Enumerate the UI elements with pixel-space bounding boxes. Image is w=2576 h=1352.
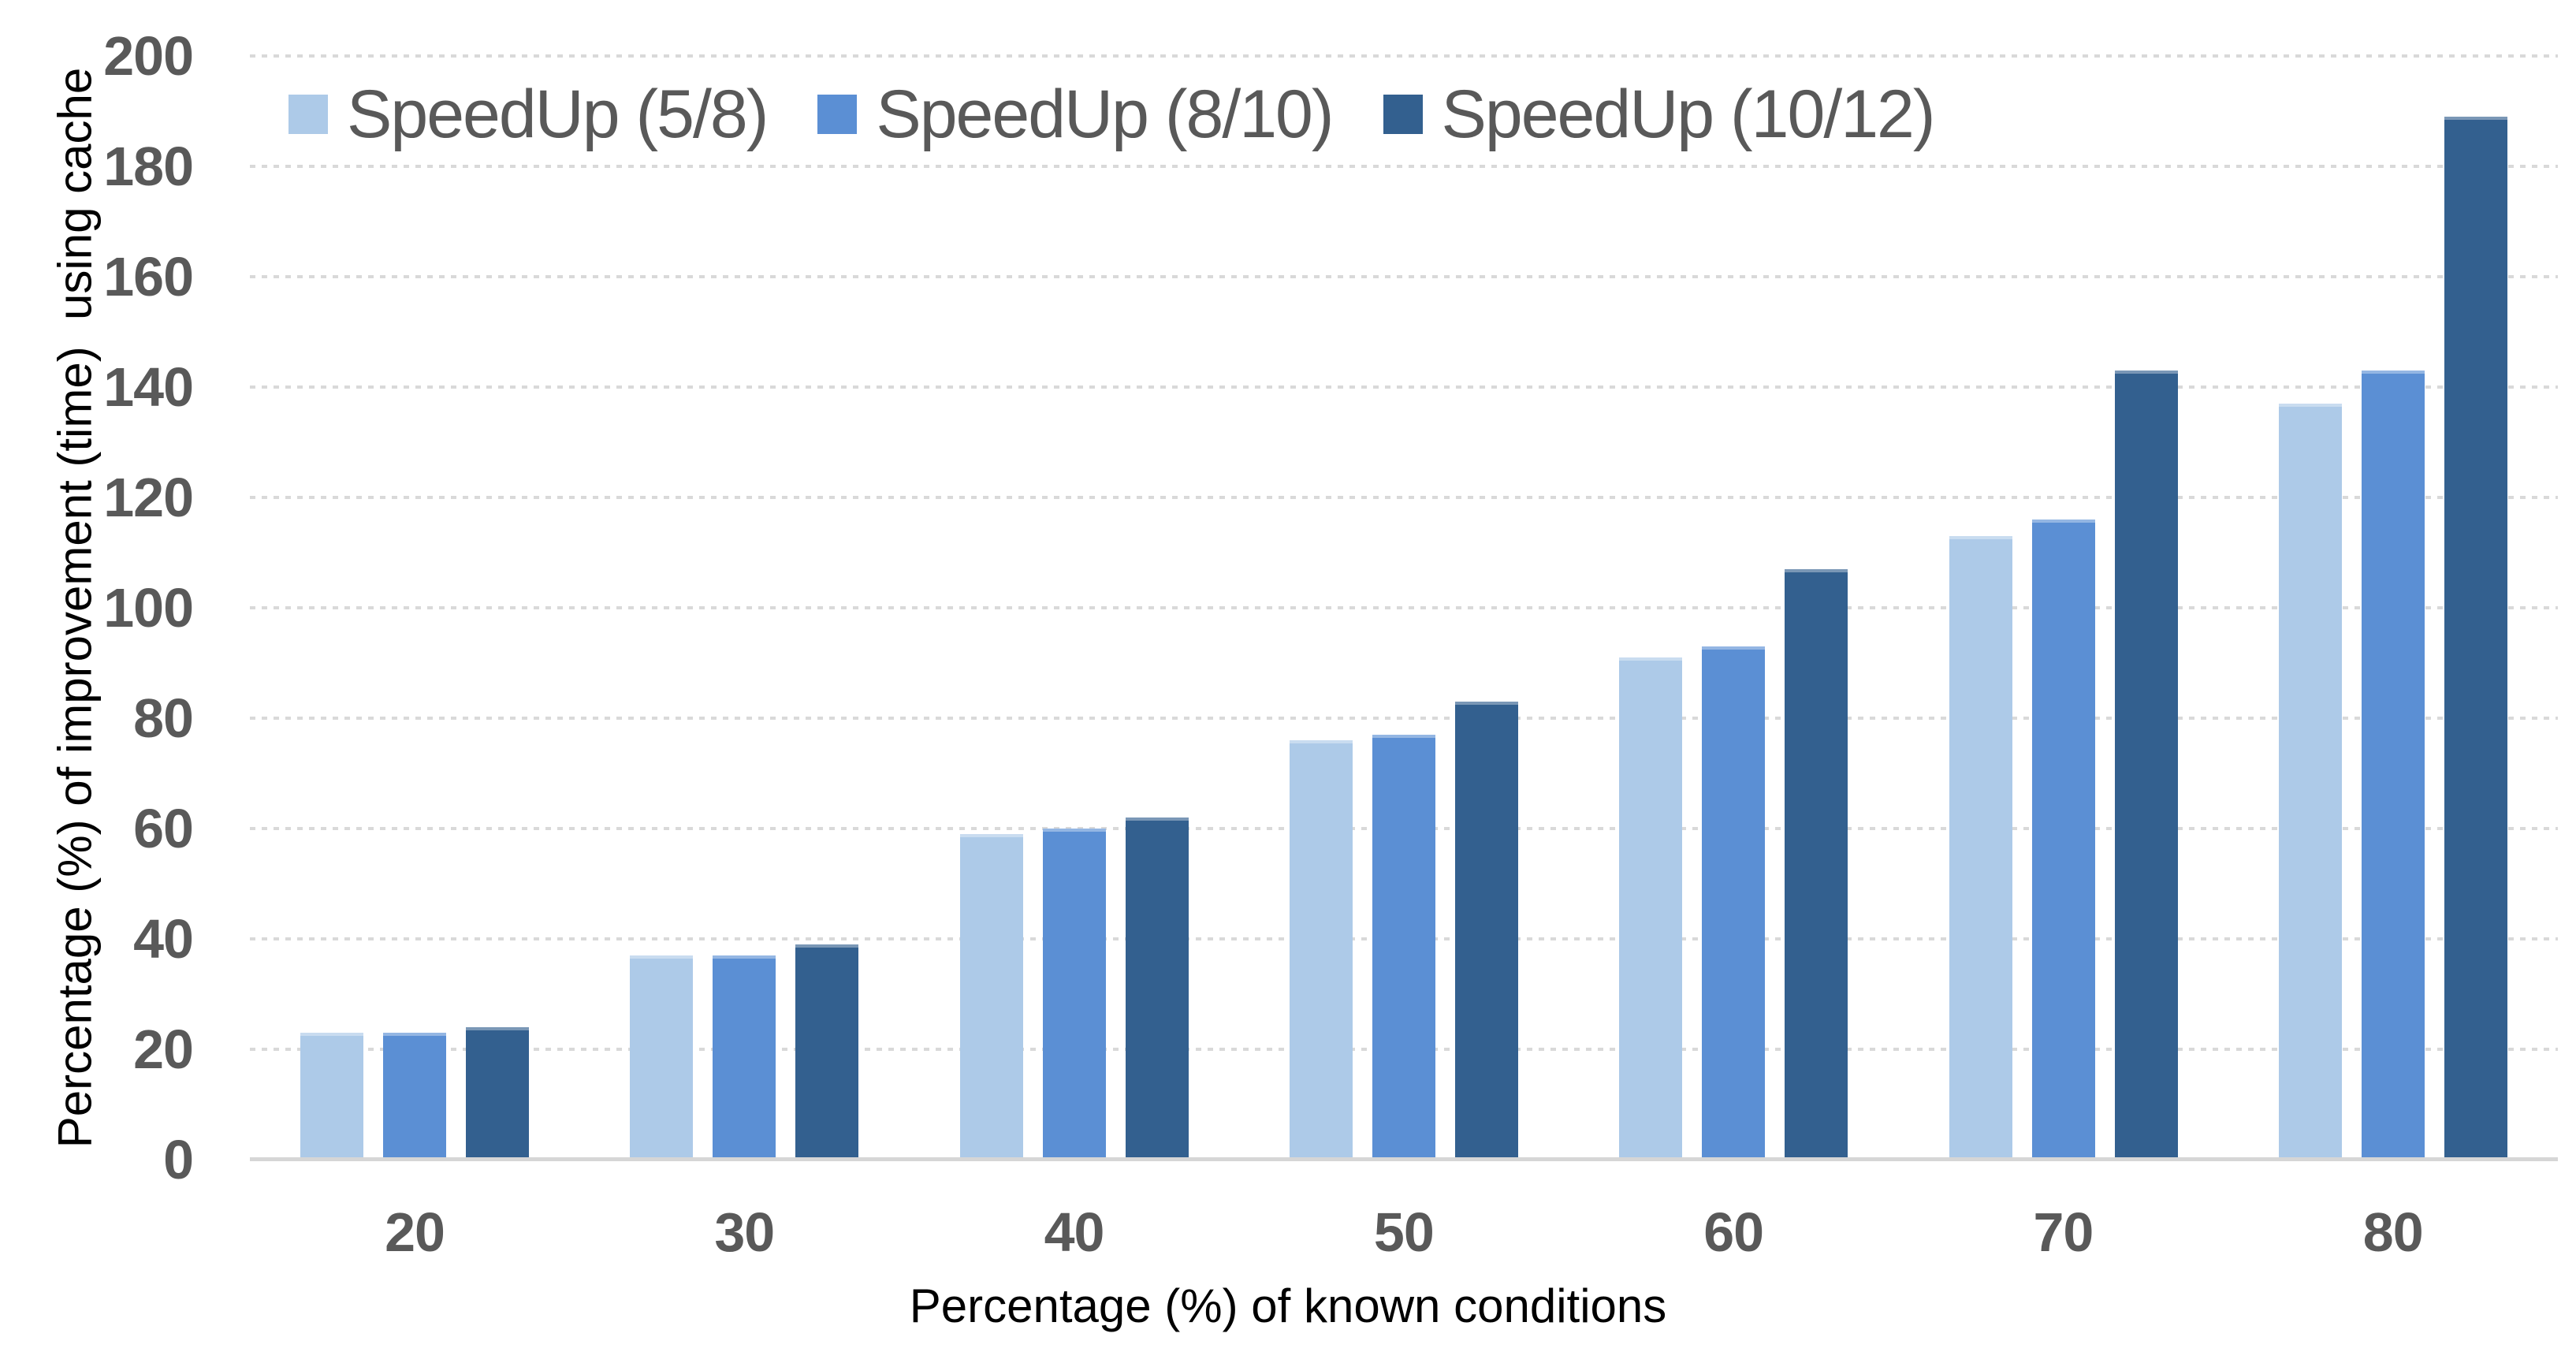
y-tick-label: 200 (103, 25, 194, 87)
y-tick-label: 0 (163, 1129, 194, 1190)
x-tick-label: 40 (1044, 1201, 1105, 1263)
bar-series1-cat60 (1619, 657, 1683, 1160)
bar-series1-cat30 (630, 955, 694, 1160)
legend-item-series3: SpeedUp (10/12) (1383, 76, 1936, 152)
bar-series2-cat50 (1372, 735, 1435, 1160)
x-axis-title: Percentage (%) of known conditions (909, 1279, 1667, 1332)
x-axis-line (250, 1157, 2558, 1161)
bar-series3-cat40 (1125, 818, 1189, 1160)
y-tick-label: 60 (133, 798, 194, 859)
bar-series3-cat20 (466, 1027, 530, 1160)
legend-item-series2: SpeedUp (8/10) (817, 76, 1335, 152)
bar-series1-cat50 (1290, 740, 1353, 1160)
bar-series3-cat70 (2114, 371, 2178, 1160)
y-tick-label: 100 (103, 577, 194, 639)
gridline-120 (250, 496, 2558, 499)
bar-series1-cat70 (1949, 536, 2012, 1160)
plot-area (250, 54, 2558, 1161)
legend-swatch (817, 95, 858, 134)
bar-series1-cat20 (300, 1033, 364, 1160)
bar-series3-cat30 (795, 944, 859, 1160)
y-tick-label: 40 (133, 908, 194, 970)
bar-series1-cat80 (2278, 404, 2342, 1160)
bar-series2-cat30 (713, 955, 776, 1160)
x-tick-label: 60 (1703, 1201, 1764, 1263)
gridline-200 (250, 54, 2558, 58)
legend-swatch (1383, 95, 1423, 134)
x-tick-label: 70 (2033, 1201, 2094, 1263)
bar-series1-cat40 (959, 834, 1023, 1160)
bar-series2-cat20 (383, 1033, 447, 1160)
x-tick-label: 20 (385, 1201, 445, 1263)
bar-series2-cat40 (1042, 829, 1106, 1160)
y-tick-label: 20 (133, 1019, 194, 1080)
gridline-140 (250, 385, 2558, 389)
legend-label: SpeedUp (5/8) (347, 76, 769, 152)
legend: SpeedUp (5/8) SpeedUp (8/10) SpeedUp (10/1… (288, 76, 1936, 152)
gridline-100 (250, 606, 2558, 609)
bar-series2-cat60 (1702, 646, 1766, 1160)
legend-label: SpeedUp (8/10) (876, 76, 1334, 152)
legend-swatch (288, 95, 328, 134)
x-tick-label: 30 (714, 1201, 775, 1263)
gridline-160 (250, 275, 2558, 278)
y-tick-label: 160 (103, 246, 194, 307)
gridline-80 (250, 717, 2558, 720)
y-tick-label: 80 (133, 687, 194, 749)
y-tick-label: 120 (103, 467, 194, 528)
x-tick-label: 80 (2362, 1201, 2424, 1263)
x-tick-label: 50 (1373, 1201, 1435, 1263)
legend-item-series1: SpeedUp (5/8) (288, 76, 769, 152)
legend-label: SpeedUp (10/12) (1441, 76, 1936, 152)
bar-series3-cat80 (2444, 117, 2507, 1160)
bar-series2-cat80 (2361, 371, 2425, 1160)
y-tick-label: 140 (103, 356, 194, 418)
y-tick-label: 180 (103, 136, 194, 197)
bar-series3-cat50 (1455, 702, 1518, 1160)
bar-series2-cat70 (2031, 520, 2095, 1160)
gridline-180 (250, 165, 2558, 168)
bar-series3-cat60 (1785, 569, 1848, 1160)
